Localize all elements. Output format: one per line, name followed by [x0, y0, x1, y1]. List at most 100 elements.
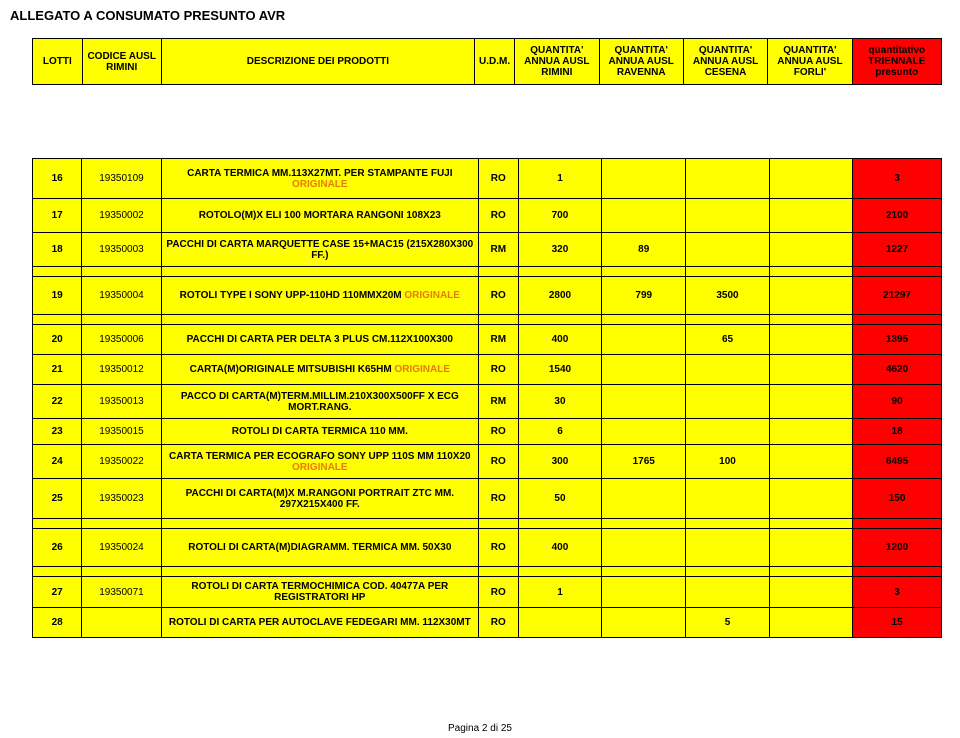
cell-total: 90 [853, 385, 942, 419]
cell-lotto: 28 [33, 608, 82, 638]
cell-q2 [602, 608, 686, 638]
cell-lotto: 19 [33, 277, 82, 315]
spacer-cell [33, 519, 82, 529]
cell-q1: 50 [518, 479, 602, 519]
cell-q1: 700 [518, 199, 602, 233]
cell-q2 [602, 199, 686, 233]
cell-udm: RO [478, 479, 518, 519]
cell-codice: 19350013 [82, 385, 161, 419]
header-lotti: LOTTI [33, 39, 83, 85]
cell-q1: 2800 [518, 277, 602, 315]
desc-text: ROTOLI TYPE I SONY UPP-110HD 110MMX20M [180, 290, 402, 301]
cell-lotto: 25 [33, 479, 82, 519]
spacer-cell [161, 315, 478, 325]
desc-text: PACCHI DI CARTA(M)X M.RANGONI PORTRAIT Z… [186, 488, 455, 510]
cell-q4 [769, 277, 852, 315]
table-row: 1619350109 CARTA TERMICA MM.113X27MT. PER… [33, 159, 942, 199]
spacer-cell [478, 315, 518, 325]
spacer-cell [686, 567, 770, 577]
spacer-cell [686, 315, 770, 325]
cell-lotto: 22 [33, 385, 82, 419]
cell-lotto: 20 [33, 325, 82, 355]
spacer-cell [518, 567, 602, 577]
header-codice: CODICE AUSL RIMINI [82, 39, 161, 85]
cell-desc: PACCHI DI CARTA(M)X M.RANGONI PORTRAIT Z… [161, 479, 478, 519]
cell-q2: 799 [602, 277, 686, 315]
cell-codice: 19350012 [82, 355, 161, 385]
cell-q1: 320 [518, 233, 602, 267]
cell-q3 [686, 199, 770, 233]
cell-codice: 19350023 [82, 479, 161, 519]
desc-text: ROTOLO(M)X ELI 100 MORTARA RANGONI 108X2… [199, 210, 441, 221]
cell-q2 [602, 159, 686, 199]
cell-udm: RO [478, 277, 518, 315]
header-udm: U.D.M. [475, 39, 515, 85]
table-row: 1819350003PACCHI DI CARTA MARQUETTE CASE… [33, 233, 942, 267]
table-row: 2119350012CARTA(M)ORIGINALE MITSUBISHI K… [33, 355, 942, 385]
cell-udm: RO [478, 577, 518, 608]
spacer-row [33, 519, 942, 529]
cell-codice: 19350002 [82, 199, 161, 233]
cell-total: 6495 [853, 445, 942, 479]
cell-desc: CARTA TERMICA MM.113X27MT. PER STAMPANTE… [161, 159, 478, 199]
header-q2: QUANTITA' ANNUA AUSL RAVENNA [599, 39, 683, 85]
spacer-cell [82, 267, 161, 277]
cell-total: 1200 [853, 529, 942, 567]
cell-q2 [602, 577, 686, 608]
cell-q1: 400 [518, 325, 602, 355]
spacer-cell [33, 267, 82, 277]
cell-lotto: 16 [33, 159, 82, 199]
cell-lotto: 21 [33, 355, 82, 385]
cell-q1: 6 [518, 419, 602, 445]
desc-text: CARTA TERMICA PER ECOGRAFO SONY UPP 110S… [169, 451, 471, 462]
cell-q3 [686, 577, 770, 608]
desc-text: ROTOLI DI CARTA PER AUTOCLAVE FEDEGARI M… [169, 617, 471, 628]
cell-udm: RO [478, 355, 518, 385]
cell-q2 [602, 325, 686, 355]
cell-q2 [602, 479, 686, 519]
cell-q2: 89 [602, 233, 686, 267]
spacer-cell [602, 567, 686, 577]
cell-udm: RM [478, 325, 518, 355]
spacer-cell [518, 315, 602, 325]
spacer-cell [478, 567, 518, 577]
cell-q2: 1765 [602, 445, 686, 479]
cell-total: 3 [853, 577, 942, 608]
spacer-cell [33, 567, 82, 577]
cell-total: 4620 [853, 355, 942, 385]
desc-orange: ORIGINALE [402, 290, 460, 301]
desc-text: ROTOLI DI CARTA TERMOCHIMICA COD. 40477A… [191, 581, 448, 603]
page-footer: Pagina 2 di 25 [0, 723, 960, 734]
table-row: 2219350013PACCO DI CARTA(M)TERM.MILLIM.2… [33, 385, 942, 419]
cell-desc: PACCHI DI CARTA MARQUETTE CASE 15+MAC15 … [161, 233, 478, 267]
desc-orange: ORIGINALE [292, 179, 348, 190]
spacer-cell [686, 519, 770, 529]
desc-text: CARTA TERMICA MM.113X27MT. PER STAMPANTE… [187, 168, 452, 179]
table-row: 2719350071ROTOLI DI CARTA TERMOCHIMICA C… [33, 577, 942, 608]
cell-lotto: 18 [33, 233, 82, 267]
table-row: 2019350006PACCHI DI CARTA PER DELTA 3 PL… [33, 325, 942, 355]
desc-orange: ORIGINALE [292, 462, 348, 473]
spacer-cell [769, 315, 852, 325]
cell-codice: 19350015 [82, 419, 161, 445]
spacer-cell [82, 315, 161, 325]
desc-orange: ORIGINALE [392, 364, 450, 375]
cell-q4 [769, 159, 852, 199]
cell-codice: 19350024 [82, 529, 161, 567]
desc-text: ROTOLI DI CARTA TERMICA 110 MM. [232, 426, 408, 437]
table-row: 2319350015ROTOLI DI CARTA TERMICA 110 MM… [33, 419, 942, 445]
table-row: 2619350024ROTOLI DI CARTA(M)DIAGRAMM. TE… [33, 529, 942, 567]
spacer-cell [478, 267, 518, 277]
spacer-cell [161, 519, 478, 529]
cell-q3 [686, 529, 770, 567]
header-q4: QUANTITA' ANNUA AUSL FORLI' [768, 39, 852, 85]
cell-desc: ROTOLI DI CARTA PER AUTOCLAVE FEDEGARI M… [161, 608, 478, 638]
spacer-cell [82, 519, 161, 529]
spacer-cell [161, 567, 478, 577]
cell-q4 [769, 479, 852, 519]
cell-codice: 19350109 [82, 159, 161, 199]
cell-desc: ROTOLI DI CARTA TERMICA 110 MM. [161, 419, 478, 445]
cell-total: 2100 [853, 199, 942, 233]
cell-codice: 19350003 [82, 233, 161, 267]
spacer-cell [602, 267, 686, 277]
